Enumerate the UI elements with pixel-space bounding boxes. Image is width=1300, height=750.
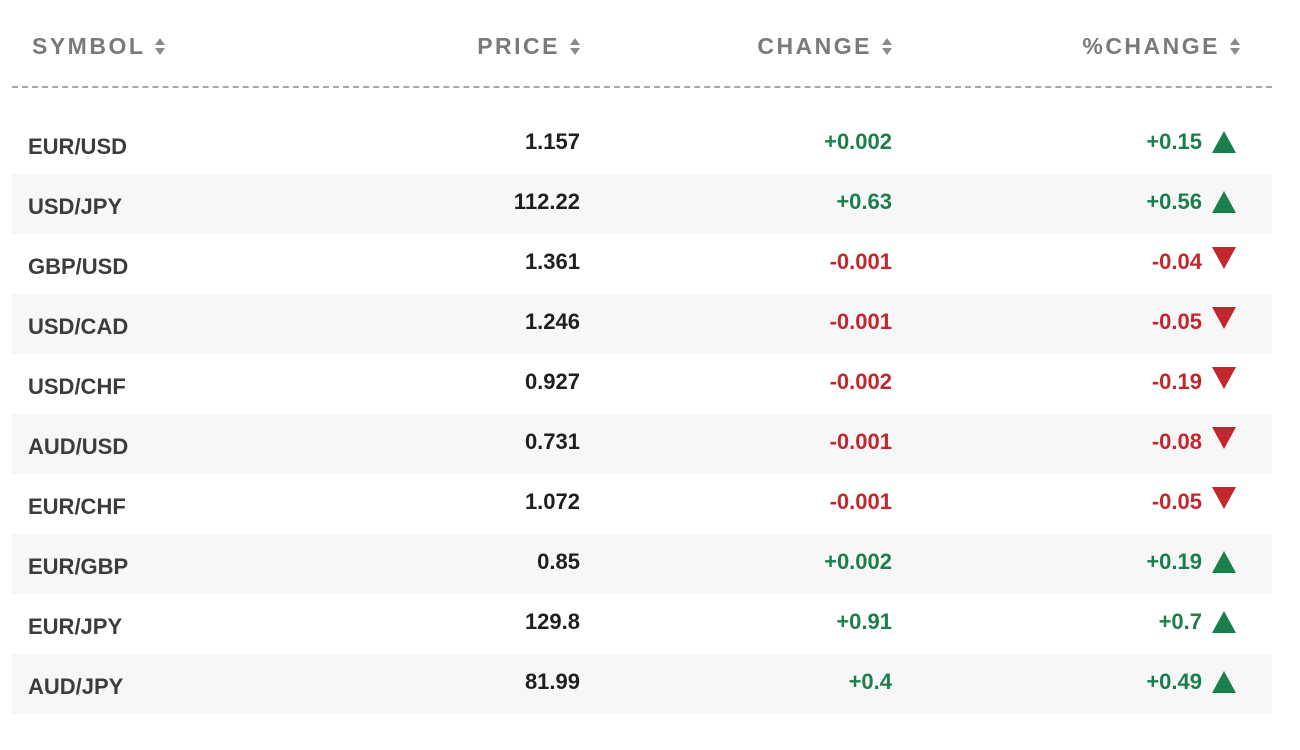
table-row[interactable]: AUD/USD 0.731 -0.001 -0.08 [12,414,1272,474]
pct-change-cell: -0.05 [892,294,1240,354]
pct-change-value: -0.19 [1151,369,1202,394]
pct-change-cell: -0.05 [892,474,1240,534]
price-cell: 129.8 [524,609,580,634]
price-cell: 81.99 [524,669,580,694]
price-cell: 1.072 [524,489,580,514]
table-row[interactable]: USD/JPY 112.22 +0.63 +0.56 [12,174,1272,234]
pct-change-cell: +0.49 [892,654,1240,714]
pct-change-cell: +0.19 [892,534,1240,594]
price-cell: 1.246 [524,309,580,334]
symbol-cell[interactable]: USD/CAD [28,314,129,339]
arrow-down-icon [1212,247,1236,269]
sort-icon[interactable] [155,37,166,55]
table-body: EUR/USD 1.157 +0.002 +0.15 USD/JPY 112.2… [12,114,1272,714]
sort-icon[interactable] [1230,37,1240,55]
pct-change-cell: -0.08 [892,414,1240,474]
pct-change-value: +0.19 [1146,549,1202,574]
symbol-cell[interactable]: EUR/CHF [28,494,126,519]
arrow-up-icon [1212,671,1236,693]
change-cell: -0.001 [829,309,892,334]
currency-table: SYMBOL PRICE CHANGE %CHANGE EUR/USD 1.15… [12,0,1272,714]
table-row[interactable]: USD/CHF 0.927 -0.002 -0.19 [12,354,1272,414]
sort-icon[interactable] [882,37,892,55]
change-cell: -0.001 [829,249,892,274]
column-header-symbol[interactable]: SYMBOL [12,0,392,86]
price-cell: 112.22 [513,189,580,214]
column-header-change-label: CHANGE [757,32,872,59]
change-cell: +0.63 [836,189,892,214]
sort-icon[interactable] [570,37,580,55]
change-cell: +0.91 [836,609,892,634]
change-cell: -0.001 [829,429,892,454]
table-row[interactable]: EUR/CHF 1.072 -0.001 -0.05 [12,474,1272,534]
pct-change-value: -0.05 [1151,309,1202,334]
pct-change-value: -0.05 [1151,489,1202,514]
change-cell: +0.002 [824,129,892,154]
pct-change-value: +0.49 [1146,669,1202,694]
symbol-cell[interactable]: EUR/GBP [28,554,129,579]
price-cell: 0.85 [537,549,580,574]
column-header-change[interactable]: CHANGE [580,0,892,86]
symbol-cell[interactable]: AUD/JPY [28,674,124,699]
table-header: SYMBOL PRICE CHANGE %CHANGE [12,0,1272,88]
pct-change-value: +0.15 [1146,129,1202,154]
column-header-pct-change[interactable]: %CHANGE [892,0,1240,86]
change-cell: +0.002 [824,549,892,574]
table-row[interactable]: USD/CAD 1.246 -0.001 -0.05 [12,294,1272,354]
symbol-cell[interactable]: EUR/JPY [28,614,123,639]
table-row[interactable]: EUR/JPY 129.8 +0.91 +0.7 [12,594,1272,654]
arrow-down-icon [1212,307,1236,329]
change-cell: -0.001 [829,489,892,514]
price-cell: 0.927 [524,369,580,394]
symbol-cell[interactable]: USD/JPY [28,194,123,219]
symbol-cell[interactable]: GBP/USD [28,254,129,279]
pct-change-value: +0.56 [1146,189,1202,214]
change-cell: -0.002 [829,369,892,394]
change-cell: +0.4 [848,669,892,694]
table-row[interactable]: AUD/JPY 81.99 +0.4 +0.49 [12,654,1272,714]
column-header-symbol-label: SYMBOL [32,32,146,59]
arrow-down-icon [1212,427,1236,449]
arrow-up-icon [1212,551,1236,573]
arrow-up-icon [1212,131,1236,153]
symbol-cell[interactable]: AUD/USD [28,434,129,459]
column-header-pct-change-label: %CHANGE [1082,32,1220,59]
column-header-price-label: PRICE [477,32,560,59]
pct-change-cell: +0.15 [892,114,1240,174]
symbol-cell[interactable]: EUR/USD [28,134,128,159]
symbol-cell[interactable]: USD/CHF [28,374,126,399]
pct-change-value: +0.7 [1158,609,1202,634]
pct-change-cell: +0.7 [892,594,1240,654]
price-cell: 1.157 [524,129,580,154]
column-header-price[interactable]: PRICE [392,0,580,86]
arrow-up-icon [1212,191,1236,213]
pct-change-value: -0.04 [1151,249,1202,274]
arrow-down-icon [1212,367,1236,389]
price-cell: 0.731 [524,429,580,454]
table-row[interactable]: EUR/USD 1.157 +0.002 +0.15 [12,114,1272,174]
table-row[interactable]: GBP/USD 1.361 -0.001 -0.04 [12,234,1272,294]
price-cell: 1.361 [524,249,580,274]
pct-change-cell: -0.04 [892,234,1240,294]
pct-change-value: -0.08 [1151,429,1202,454]
arrow-down-icon [1212,487,1236,509]
table-row[interactable]: EUR/GBP 0.85 +0.002 +0.19 [12,534,1272,594]
pct-change-cell: -0.19 [892,354,1240,414]
arrow-up-icon [1212,611,1236,633]
pct-change-cell: +0.56 [892,174,1240,234]
